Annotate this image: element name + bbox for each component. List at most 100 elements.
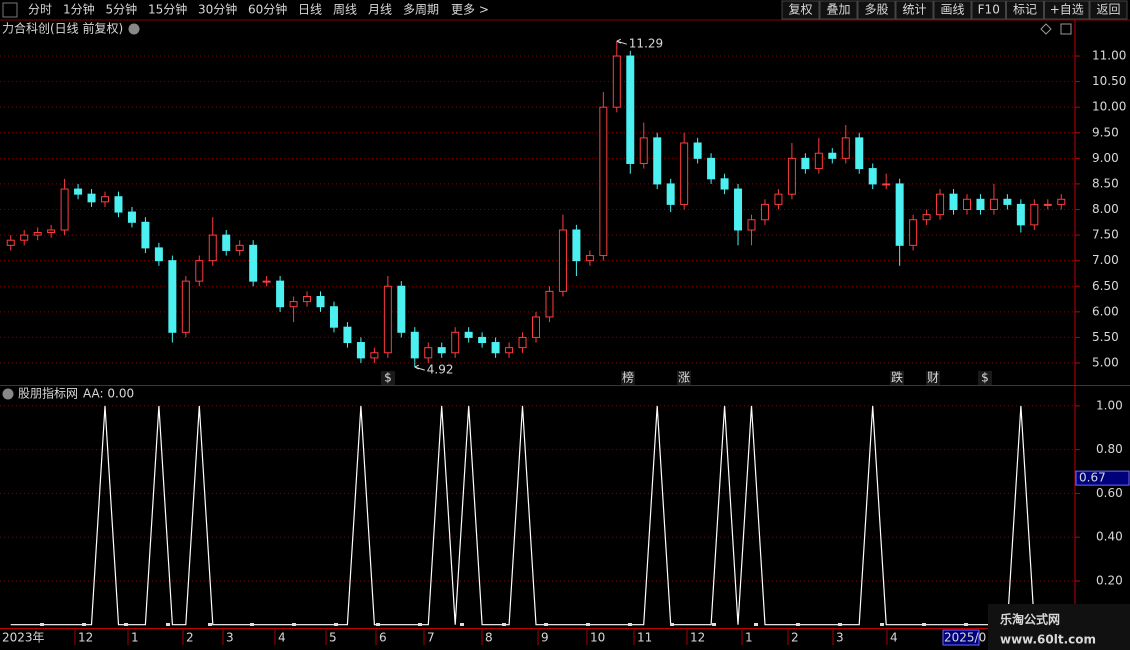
candle-body: [87, 193, 96, 203]
baseline-dot: [376, 623, 380, 626]
watermark-url: www.60lt.com: [1000, 633, 1096, 647]
baseline-dot: [922, 623, 926, 626]
candle-body: [882, 183, 891, 186]
date-label: 2023年: [2, 631, 45, 645]
date-label: 9: [541, 631, 549, 645]
pane-menu[interactable]: [2, 388, 14, 400]
candle-body: [1016, 203, 1025, 226]
toolbar-button[interactable]: [819, 0, 858, 20]
toolbar-button-label[interactable]: 多股: [864, 3, 888, 17]
candle-body: [289, 301, 298, 308]
candle-body: [464, 331, 473, 338]
candle-body: [989, 198, 998, 211]
candle-body: [208, 234, 217, 262]
baseline-dot: [586, 623, 590, 626]
title-menu[interactable]: [128, 23, 140, 35]
toolbar-button[interactable]: [933, 0, 972, 20]
baseline-dot: [460, 623, 464, 626]
candle-body: [545, 290, 554, 318]
y-tick-label: 7.00: [1092, 253, 1119, 267]
date-label: 11: [637, 631, 652, 645]
event-badge[interactable]: [890, 371, 904, 385]
candle-body: [653, 137, 662, 185]
toolbar-button-label[interactable]: +自选: [1050, 3, 1084, 17]
candle-body: [532, 316, 540, 338]
event-label[interactable]: 榜: [622, 370, 634, 385]
candle-body: [909, 219, 918, 246]
toolbar-tab[interactable]: 周线: [333, 3, 357, 17]
candle-body: [828, 152, 837, 159]
candle-body: [895, 183, 904, 246]
toolbar-tab[interactable]: 日线: [298, 3, 322, 17]
annotation-arrow: [414, 364, 425, 371]
candle-body: [249, 244, 258, 282]
toolbar-button[interactable]: [1044, 0, 1090, 20]
event-label[interactable]: $: [981, 371, 989, 385]
event-label[interactable]: 跌: [891, 370, 903, 385]
date-label: 1: [131, 631, 139, 645]
date-label: 2: [186, 631, 194, 645]
date-label: 4: [278, 631, 286, 645]
toolbar-button[interactable]: [781, 0, 820, 20]
event-badge[interactable]: [978, 371, 992, 385]
date-label: 7: [427, 631, 435, 645]
toolbar-tab[interactable]: 15分钟: [148, 2, 187, 17]
toolbar-button-label[interactable]: 画线: [940, 3, 964, 17]
y-tick-label: 0.20: [1096, 573, 1123, 587]
candle-body: [410, 331, 419, 359]
toolbar-tab[interactable]: 5分钟: [106, 2, 138, 17]
toolbar-tab[interactable]: 分时: [28, 3, 52, 17]
date-label: 5: [329, 631, 337, 645]
toolbar-button[interactable]: [1089, 0, 1128, 20]
toolbar-button-label[interactable]: 叠加: [826, 3, 850, 17]
toolbar-tab[interactable]: 1分钟: [63, 2, 95, 17]
toolbar-tab[interactable]: 更多 >: [451, 3, 489, 17]
y-tick-label: 5.50: [1092, 330, 1119, 344]
date-label: 6: [379, 631, 387, 645]
cursor-box: [1075, 470, 1130, 486]
candle-body: [814, 152, 823, 170]
baseline-dot: [418, 623, 422, 626]
toolbar-tab[interactable]: 60分钟: [248, 2, 287, 17]
candle-body: [868, 168, 877, 185]
event-badge[interactable]: [381, 371, 395, 385]
candle-body: [734, 188, 743, 231]
toolbar-button[interactable]: [971, 0, 1006, 20]
candle-body: [101, 196, 110, 203]
event-badge[interactable]: [621, 371, 635, 385]
candle-body: [787, 157, 796, 195]
candle-body: [774, 193, 783, 205]
event-badge[interactable]: [926, 371, 940, 385]
baseline-dot: [754, 623, 758, 626]
y-tick-label: 7.50: [1092, 228, 1119, 242]
toolbar-tab[interactable]: 多周期: [403, 3, 439, 17]
baseline-dot: [880, 623, 884, 626]
candle-body: [451, 331, 460, 354]
event-label[interactable]: 涨: [678, 370, 690, 385]
toolbar-tab[interactable]: 月线: [368, 3, 392, 17]
candle-body: [356, 342, 365, 359]
date-label: 2: [791, 631, 799, 645]
event-label[interactable]: $: [384, 371, 392, 385]
toolbar-button-label[interactable]: 复权: [788, 3, 812, 17]
y-tick-label: 10.00: [1092, 100, 1126, 114]
toolbar-button-label[interactable]: 标记: [1013, 3, 1037, 17]
event-label[interactable]: 财: [927, 371, 939, 385]
layout-icon[interactable]: [1060, 23, 1072, 35]
toolbar-button[interactable]: [895, 0, 934, 20]
chart-title: 力合科创(日线 前复权): [2, 21, 123, 36]
candle-body: [262, 280, 271, 283]
y-tick-label: 0.80: [1096, 442, 1123, 456]
toolbar-button[interactable]: [1006, 0, 1044, 20]
toolbar-button-label[interactable]: 返回: [1096, 3, 1120, 17]
candle-body: [154, 247, 163, 262]
toolbar-tab[interactable]: 30分钟: [198, 2, 237, 17]
toolbar-button[interactable]: [857, 0, 896, 20]
toolbar-button-label[interactable]: F10: [978, 3, 1000, 17]
toolbar-button-label[interactable]: 统计: [902, 3, 926, 17]
cursor-label: 0.67: [1079, 471, 1106, 485]
baseline-dot: [796, 623, 800, 626]
diamond-icon[interactable]: [1040, 23, 1052, 35]
event-badge[interactable]: [677, 371, 691, 385]
